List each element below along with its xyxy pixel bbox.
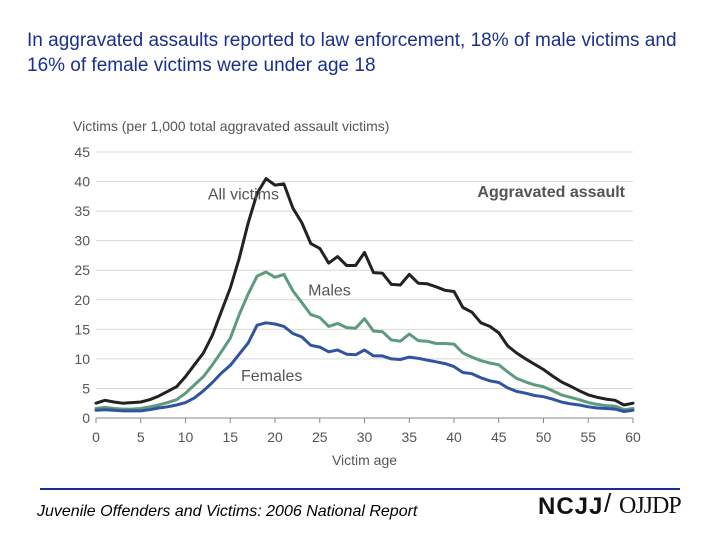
- chart-title: Aggravated assault: [477, 184, 625, 201]
- chart-gridlines: [96, 151, 633, 389]
- x-tick-label-55: 55: [580, 429, 596, 445]
- chart-series: [94, 177, 635, 413]
- x-axis-title: Victim age: [332, 452, 397, 468]
- annotation-all-victims: All victims: [208, 186, 279, 203]
- y-tick-label-0: 0: [82, 410, 90, 426]
- x-tick-label-40: 40: [446, 429, 462, 445]
- ncjj-logo: NCJJ: [538, 493, 604, 520]
- footer-citation: Juvenile Offenders and Victims: 2006 Nat…: [37, 503, 418, 520]
- x-tick-label-50: 50: [536, 429, 552, 445]
- y-tick-label-30: 30: [74, 233, 90, 249]
- annotation-females: Females: [241, 368, 302, 385]
- x-tick-label-45: 45: [491, 429, 507, 445]
- y-tick-label-45: 45: [74, 144, 90, 160]
- ojjdp-logo: OJJDP: [619, 493, 682, 519]
- y-tick-label-35: 35: [74, 203, 90, 219]
- footer-divider: [40, 488, 680, 490]
- y-tick-label-15: 15: [74, 321, 90, 337]
- y-axis-title: Victims (per 1,000 total aggravated assa…: [73, 118, 389, 134]
- y-tick-label-5: 5: [82, 380, 90, 396]
- x-tick-label-30: 30: [357, 429, 373, 445]
- slide-title: In aggravated assaults reported to law e…: [27, 30, 677, 76]
- x-tick-label-5: 5: [137, 429, 145, 445]
- y-tick-label-25: 25: [74, 262, 90, 278]
- series-line-males: [94, 270, 635, 412]
- y-tick-label-40: 40: [74, 174, 90, 190]
- x-tick-label-60: 60: [625, 429, 641, 445]
- series-line-all-victims: [94, 177, 635, 407]
- y-tick-label-10: 10: [74, 351, 90, 367]
- x-tick-label-25: 25: [312, 429, 328, 445]
- x-tick-label-35: 35: [401, 429, 417, 445]
- chart-axes: 0 5 10 15 20 25 30 35 40 45 0 5 10 15 20 25 30 35 40 45 50 55…: [74, 144, 641, 445]
- x-tick-label-10: 10: [178, 429, 194, 445]
- chart-labels: Victims (per 1,000 total aggravated assa…: [73, 118, 626, 468]
- x-tick-label-0: 0: [92, 429, 100, 445]
- logo-separator: /: [604, 488, 612, 518]
- y-tick-label-20: 20: [74, 292, 90, 308]
- series-line-females: [94, 321, 635, 413]
- x-tick-label-15: 15: [222, 429, 238, 445]
- x-tick-label-20: 20: [267, 429, 283, 445]
- annotation-males: Males: [308, 283, 351, 300]
